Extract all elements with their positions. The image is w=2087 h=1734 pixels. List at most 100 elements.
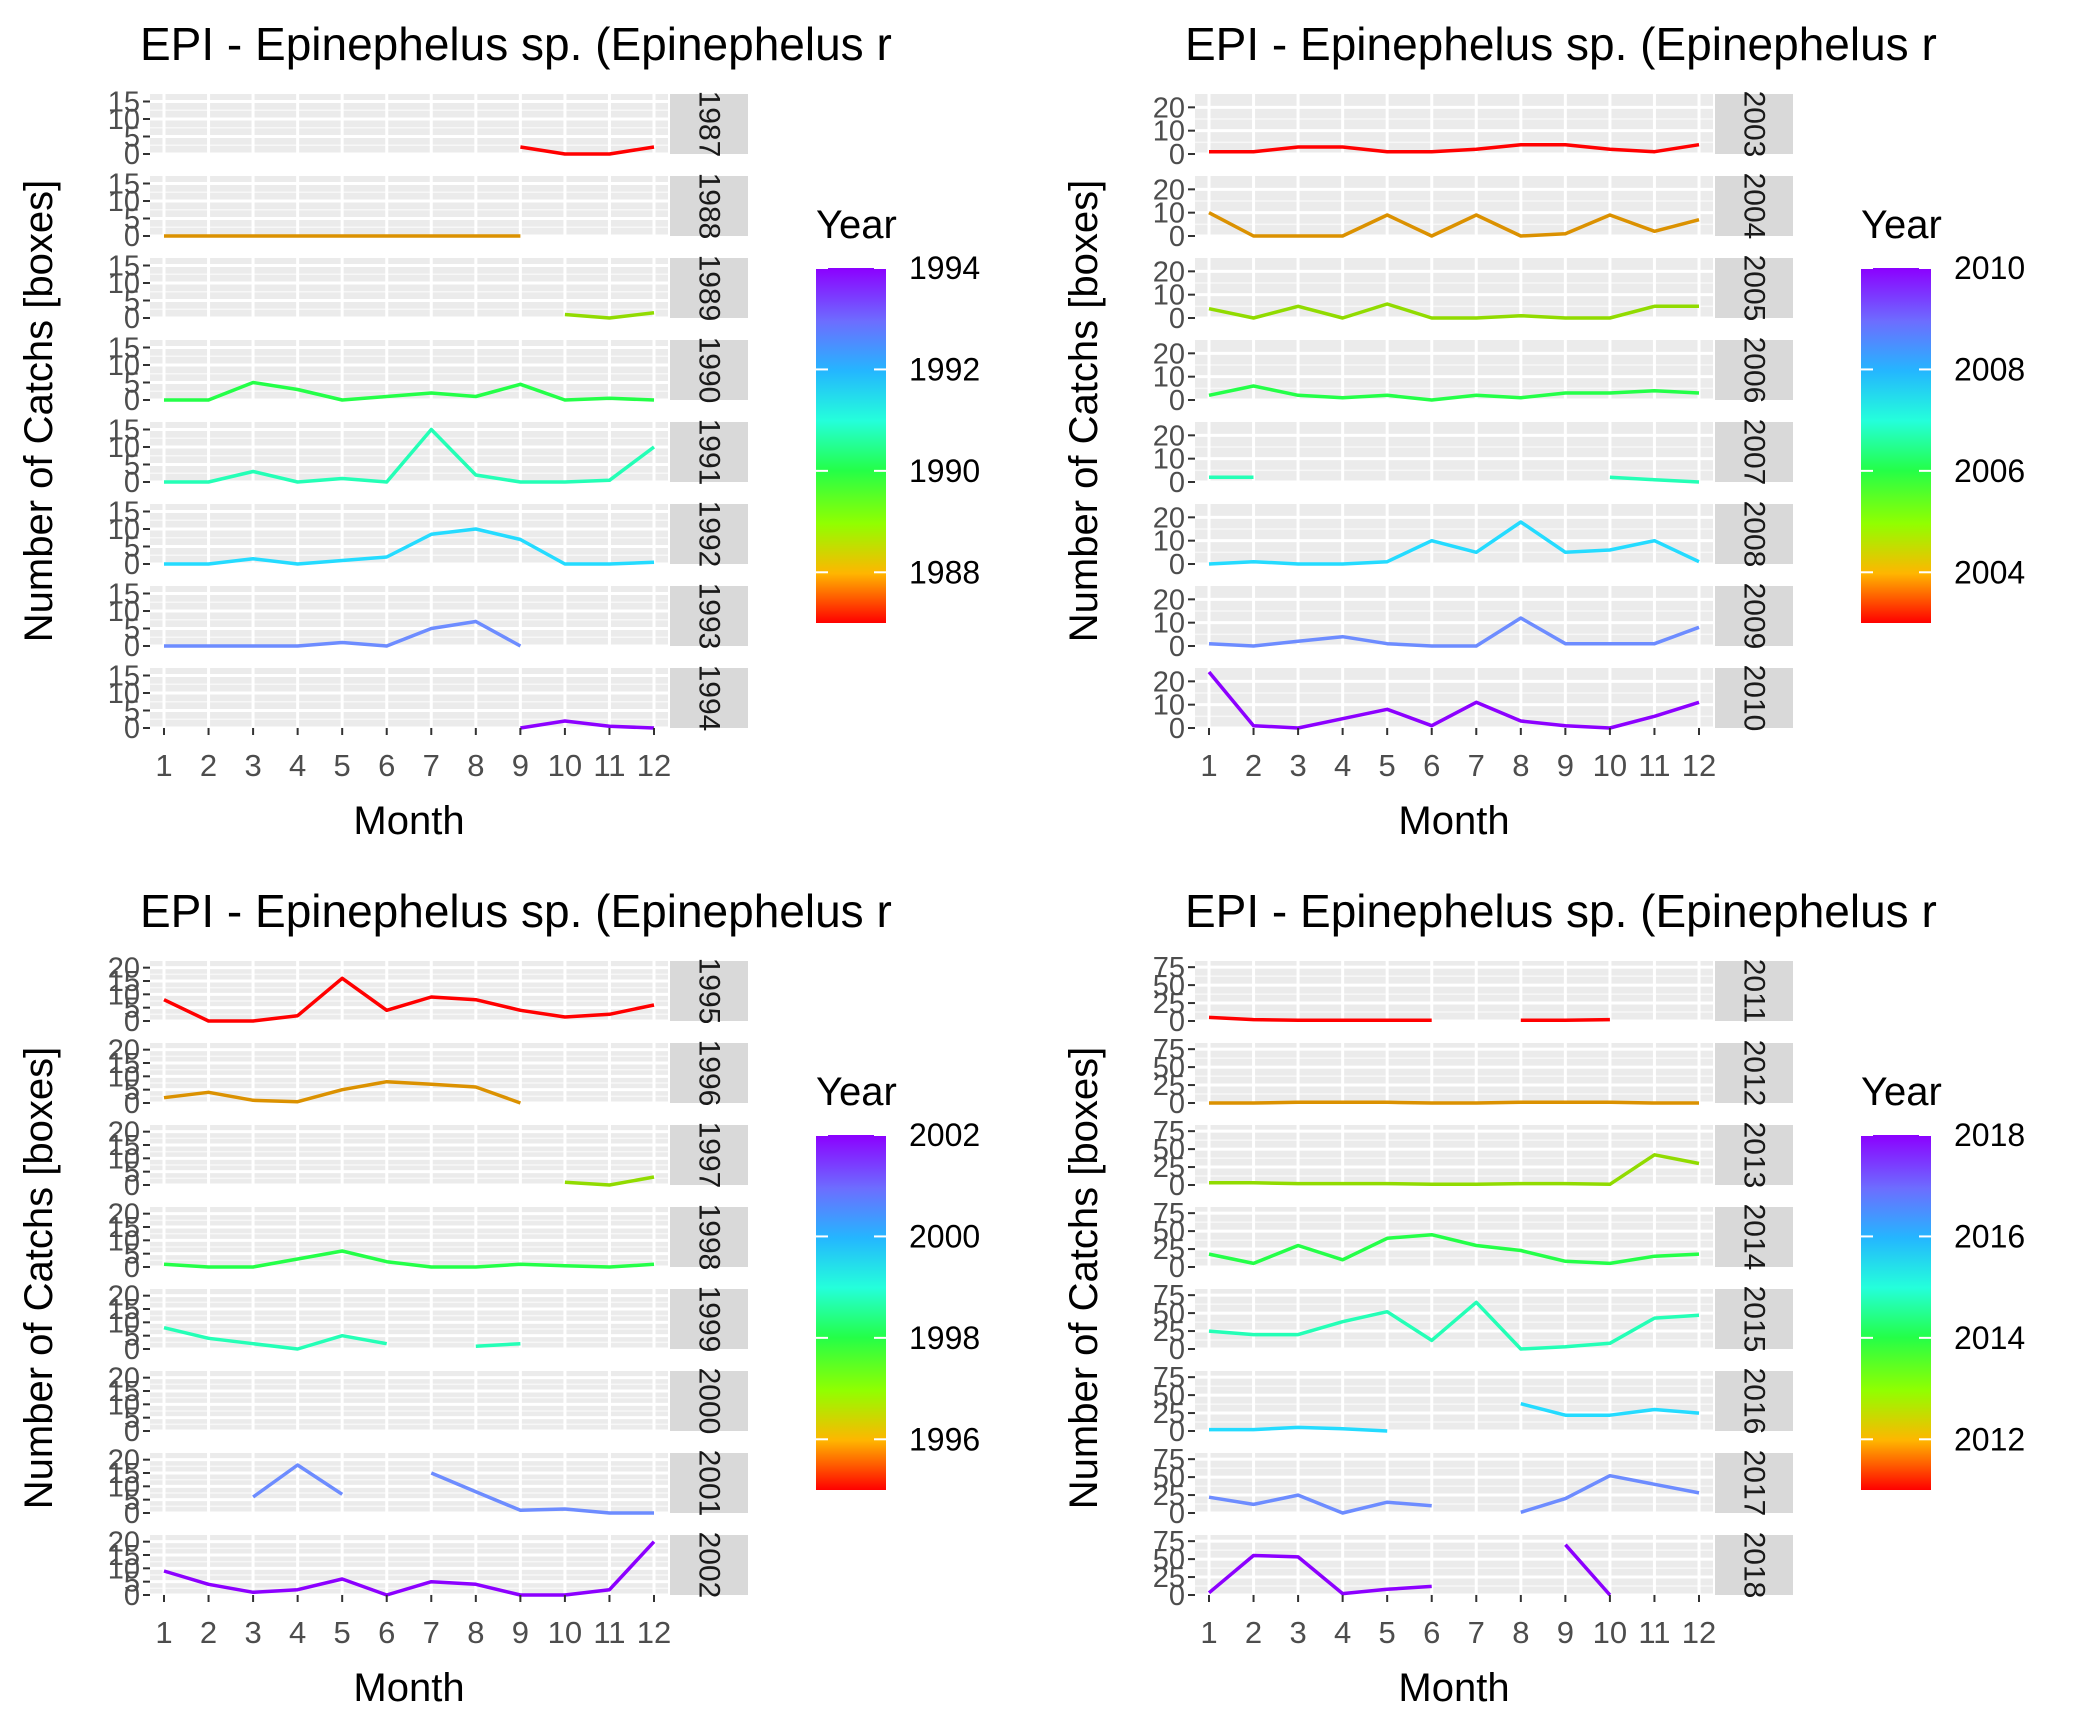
y-tick-label: 5 <box>124 696 140 728</box>
facet-strip-label: 1988 <box>693 173 726 240</box>
x-tick-label: 12 <box>1682 748 1716 783</box>
series-line-2010 <box>1207 670 1700 730</box>
facet-strip <box>670 668 748 728</box>
facet-strip <box>670 340 748 400</box>
series-line-1994 <box>520 719 655 730</box>
y-tick-label: 10 <box>108 1553 140 1585</box>
x-tick-label: 12 <box>1682 1615 1716 1650</box>
chart-title: EPI - Epinephelus sp. (Epinephelus r <box>1185 885 1937 937</box>
y-tick-label: 15 <box>108 1294 140 1326</box>
x-tick-label: 2 <box>1245 1615 1262 1650</box>
y-tick-label: 10 <box>108 432 140 464</box>
series-line-2011 <box>1208 1015 1432 1023</box>
panel-background <box>150 176 668 236</box>
facet-strip-label: 2003 <box>1738 91 1771 158</box>
x-tick-label: 6 <box>1423 748 1440 783</box>
facet-strip-label: 2000 <box>693 1368 726 1435</box>
y-tick-label: 0 <box>124 467 140 499</box>
series-line-2009 <box>1208 616 1700 648</box>
facet-strip-label: 1992 <box>693 501 726 568</box>
series-line-2018 <box>1207 1553 1432 1596</box>
y-tick-label: 10 <box>108 186 140 218</box>
y-axis-label: Number of Catchs [boxes] <box>17 180 61 642</box>
y-tick-label: 20 <box>1153 338 1185 370</box>
facet-strip-label: 1999 <box>693 1286 726 1353</box>
y-tick-label: 0 <box>1169 221 1185 253</box>
panel-background <box>1195 1207 1713 1267</box>
y-tick-label: 15 <box>108 1212 140 1244</box>
facet-strip-label: 1987 <box>693 91 726 158</box>
y-tick-label: 5 <box>124 1485 140 1517</box>
y-tick-label: 0 <box>1169 549 1185 581</box>
y-tick-label: 10 <box>1153 690 1185 722</box>
y-tick-label: 0 <box>124 631 140 663</box>
y-tick-label: 20 <box>1153 174 1185 206</box>
y-tick-label: 0 <box>1169 1580 1185 1612</box>
series-line-2011 <box>1520 1017 1610 1023</box>
panel-background <box>150 961 668 1021</box>
series-line-1999 <box>163 1325 388 1351</box>
chart-4: EPI - Epinephelus sp. (Epinephelus r 0255… <box>1062 885 2025 1710</box>
legend-tick-label: 2018 <box>1954 1117 2025 1153</box>
y-tick-label: 25 <box>1153 1070 1185 1102</box>
chart-3: EPI - Epinephelus sp. (Epinephelus r0510… <box>17 885 980 1710</box>
facet-strip <box>670 504 748 564</box>
facet-strip <box>1715 504 1793 564</box>
x-axis-label: Month <box>1398 799 1509 843</box>
series-line-1993 <box>164 619 522 648</box>
y-tick-label: 15 <box>108 966 140 998</box>
facet-strip <box>670 1043 748 1103</box>
panel-background <box>150 668 668 728</box>
y-tick-label: 0 <box>124 1498 140 1530</box>
y-tick-label: 5 <box>124 614 140 646</box>
x-tick-label: 1 <box>155 1615 172 1650</box>
y-tick-label: 5 <box>124 1321 140 1353</box>
facet-strip <box>1715 1125 1793 1185</box>
facet-strip <box>1715 586 1793 646</box>
y-tick-label: 75 <box>1153 1362 1185 1394</box>
x-tick-label: 7 <box>423 748 440 783</box>
panel-background <box>1195 422 1713 482</box>
facet-strip <box>1715 1535 1793 1595</box>
charts-root: EPI - Epinephelus sp. (Epinephelus r0510… <box>17 18 2025 1710</box>
y-tick-label: 75 <box>1153 1280 1185 1312</box>
legend-tick-label: 1994 <box>909 250 980 286</box>
panel-background <box>150 1535 668 1595</box>
x-tick-label: 11 <box>593 748 625 783</box>
facet-strip-label: 1995 <box>693 958 726 1025</box>
x-tick-label: 11 <box>593 1615 625 1650</box>
x-tick-label: 8 <box>467 1615 484 1650</box>
x-tick-label: 4 <box>1334 1615 1351 1650</box>
x-axis-label: Month <box>1398 1666 1509 1710</box>
y-tick-label: 0 <box>124 139 140 171</box>
legend-colorbar <box>816 1135 886 1490</box>
y-tick-label: 10 <box>1153 608 1185 640</box>
y-tick-label: 25 <box>1153 1480 1185 1512</box>
facet-strip-label: 2009 <box>1738 583 1771 650</box>
series-line-2004 <box>1208 211 1700 238</box>
y-tick-label: 5 <box>124 286 140 318</box>
y-tick-label: 25 <box>1153 1234 1185 1266</box>
y-tick-label: 0 <box>1169 467 1185 499</box>
x-tick-label: 8 <box>1512 748 1529 783</box>
y-tick-label: 0 <box>1169 385 1185 417</box>
legend: Year 2012 2014 2016 2018 <box>1861 1070 2025 1490</box>
panel-background <box>150 1289 668 1349</box>
y-axis-label: Number of Catchs [boxes] <box>1062 180 1106 642</box>
y-tick-label: 20 <box>108 1035 140 1067</box>
facet-strip <box>670 1535 748 1595</box>
y-tick-label: 10 <box>108 268 140 300</box>
legend-tick-label: 2016 <box>1954 1218 2025 1254</box>
y-tick-label: 20 <box>108 1199 140 1231</box>
panel-background <box>1195 94 1713 154</box>
y-tick-label: 0 <box>124 549 140 581</box>
